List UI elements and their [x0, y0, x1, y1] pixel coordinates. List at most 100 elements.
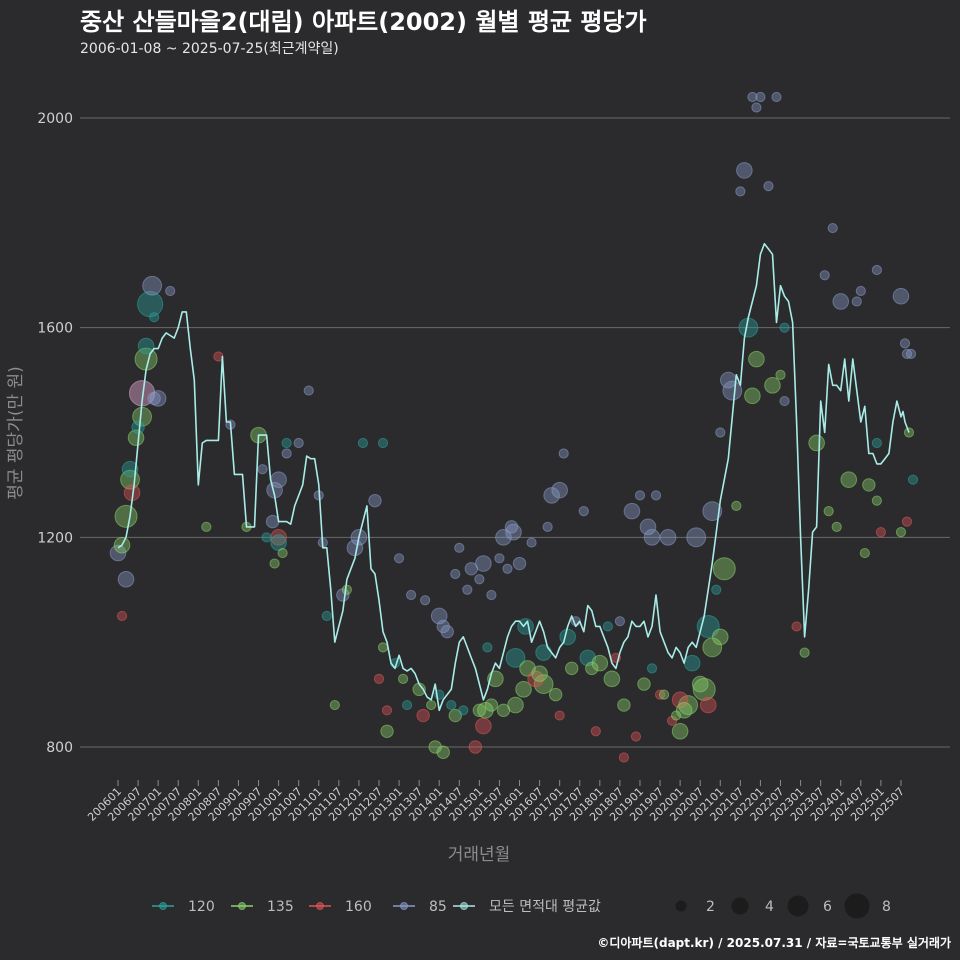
legend-size-label: 4 [765, 899, 774, 915]
scatter-point-85 [827, 222, 838, 234]
y-tick-label: 1200 [37, 530, 73, 546]
grid-lines [80, 117, 950, 748]
scatter-point-85 [779, 395, 790, 407]
scatter-point-135 [436, 745, 450, 759]
scatter-point-120 [458, 705, 469, 716]
scatter-point-135 [269, 558, 280, 569]
scatter-point-135 [397, 673, 409, 684]
scatter-point-135 [533, 674, 554, 694]
legend-size-label: 6 [823, 899, 832, 915]
source-caption: ©디아파트(dapt.kr) / 2025.07.31 / 자료=국토교통부 실… [597, 935, 951, 950]
scatter-point-85 [368, 493, 382, 508]
scatter-point-135 [895, 526, 907, 538]
scatter-point-135 [671, 710, 682, 721]
scatter-point-160 [590, 726, 601, 737]
scatter-point-120 [137, 337, 155, 355]
scatter-point-85 [763, 181, 774, 192]
scatter-point-160 [666, 715, 678, 726]
scatter-point-85 [406, 589, 417, 601]
scatter-point-135 [277, 547, 288, 559]
scatter-point-85 [440, 624, 454, 639]
scatter-point-85 [117, 570, 135, 588]
scatter-point-135 [840, 471, 858, 488]
scatter-point-135 [671, 722, 689, 740]
scatter-point-135 [731, 500, 742, 511]
scatter-point-120 [401, 699, 413, 711]
scatter-point-85 [454, 542, 465, 553]
scatter-point-135 [658, 689, 670, 700]
scatter-point-85 [165, 285, 176, 297]
scatter-point-160 [791, 621, 802, 632]
scatter-point-160 [475, 717, 492, 735]
scatter-point-85 [871, 264, 882, 276]
scatter-point-85 [486, 589, 497, 601]
scatter-point-85 [702, 501, 723, 522]
scatter-point-120 [602, 621, 613, 632]
scatter-point-85 [855, 285, 866, 297]
scatter-point-135 [862, 478, 876, 492]
scatter-point-135 [617, 698, 631, 712]
legend-label: 모든 면적대 평균값 [489, 899, 601, 915]
scatter-point-85 [293, 437, 304, 449]
scatter-point-85 [109, 544, 127, 562]
legend-label: 120 [188, 899, 215, 915]
scatter-point-85 [650, 490, 662, 501]
scatter-point-85 [504, 520, 519, 534]
scatter-point-120 [711, 584, 722, 595]
scatter-point-120 [683, 654, 701, 672]
legend-swatch-dot [316, 902, 324, 910]
scatter-point-85 [771, 91, 782, 103]
scatter-point-85 [265, 514, 280, 529]
scatter-point-85 [543, 487, 560, 504]
scatter-point-135 [691, 675, 709, 693]
scatter-point-135 [201, 521, 212, 532]
scatter-point-135 [114, 504, 138, 528]
scatter-point-120 [321, 610, 332, 622]
scatter-point-120 [646, 663, 658, 674]
legend-size-dot [844, 893, 870, 919]
scatter-point-135 [744, 387, 761, 405]
scatter-point-120 [270, 534, 287, 551]
scatter-point-85 [142, 275, 163, 296]
scatter-point-135 [585, 661, 599, 676]
scatter-point-160 [618, 752, 630, 763]
average-line-group [117, 243, 910, 712]
scatter-point-160 [381, 705, 393, 716]
scatter-point-160 [116, 610, 128, 622]
scatter-point-120 [377, 437, 389, 449]
scatter-point-135 [637, 677, 651, 691]
scatter-point-135 [712, 557, 736, 581]
scatter-point-120 [357, 437, 369, 449]
scatter-point-85 [634, 490, 646, 501]
scatter-point-85 [494, 553, 505, 564]
scatter-point-135 [380, 724, 394, 738]
y-axis-label: 평균 평당가(만 원) [6, 366, 26, 500]
scatter-point-135 [764, 377, 781, 394]
scatter-point-120 [535, 644, 552, 661]
y-axis-ticks: 800 1200 1600 2000 [37, 111, 73, 756]
scatter-point-85 [851, 296, 862, 307]
scatter-point-135 [823, 506, 834, 517]
scatter-point-120 [871, 437, 882, 449]
scatter-point-135 [603, 670, 621, 688]
scatter-point-85 [892, 287, 910, 305]
y-tick-label: 800 [46, 740, 73, 756]
legend-size-dot [731, 897, 749, 915]
scatter-point-85 [819, 270, 830, 281]
scatter-point-160 [654, 689, 666, 700]
y-tick-label: 1600 [37, 321, 73, 337]
scatter-point-85 [149, 390, 167, 407]
legend-size-dot [787, 895, 809, 917]
scatter-point-135 [484, 698, 499, 712]
scatter-point-85 [720, 371, 737, 389]
scatter-point-85 [715, 427, 726, 438]
scatter-point-85 [832, 293, 850, 310]
scatter-point-85 [659, 529, 677, 546]
scatter-point-135 [515, 681, 532, 698]
scatter-point-120 [907, 474, 919, 485]
legend-swatch-dot [400, 902, 408, 910]
scatter-point-135 [711, 628, 729, 646]
scatter-point-135 [472, 703, 487, 718]
scatter-point-160 [416, 708, 430, 723]
scatter-point-135 [831, 521, 842, 532]
